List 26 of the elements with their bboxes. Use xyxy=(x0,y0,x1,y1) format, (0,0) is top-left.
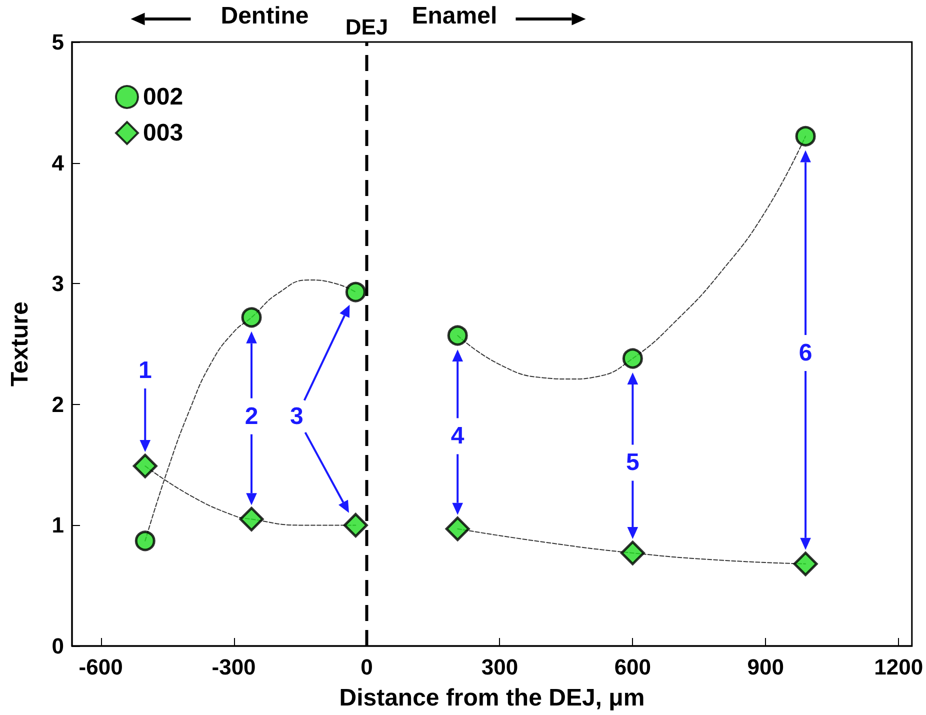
annotation: 6 xyxy=(798,340,812,367)
x-tick-label: 0 xyxy=(360,654,373,680)
legend-label: 002 xyxy=(143,84,184,110)
annotation: 3 xyxy=(290,403,304,430)
y-tick-label: 3 xyxy=(52,271,64,296)
x-tick-label: -600 xyxy=(78,654,123,680)
x-tick-label: 1200 xyxy=(874,654,924,680)
text: Dentine xyxy=(220,2,309,30)
y-tick-label: 4 xyxy=(52,150,65,176)
x-tick-label: 300 xyxy=(481,654,518,680)
x-tick-label: -300 xyxy=(212,654,256,680)
y-axis-title: Texture xyxy=(6,302,34,386)
x-tick-label: 900 xyxy=(747,654,784,680)
x-axis-title: Distance from the DEJ, μm xyxy=(339,684,645,712)
y-tick-label: 0 xyxy=(52,634,64,658)
ref-line-label: DEJ xyxy=(345,14,388,40)
text: Enamel xyxy=(412,2,498,30)
annotation: 2 xyxy=(244,402,258,430)
y-tick-label: 5 xyxy=(52,30,64,54)
annotation: 4 xyxy=(450,422,465,450)
legend-label: 003 xyxy=(143,120,184,146)
annotation: 1 xyxy=(138,356,152,384)
y-tick-label: 1 xyxy=(52,512,64,538)
annotation: 5 xyxy=(626,449,640,476)
y-tick-label: 2 xyxy=(52,392,64,417)
x-tick-label: 600 xyxy=(614,654,652,680)
